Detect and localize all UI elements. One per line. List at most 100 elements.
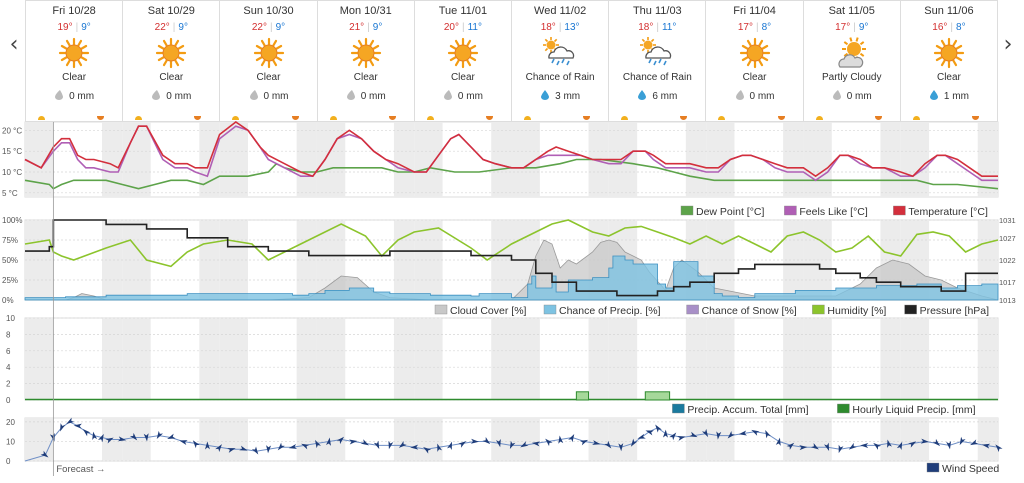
day-precip: 6 mm <box>609 89 705 103</box>
night-shade <box>783 220 804 300</box>
wind-direction-arrow <box>738 430 747 436</box>
day-precip: 0 mm <box>804 89 900 103</box>
wind-direction-arrow <box>239 445 248 451</box>
night-shade <box>102 122 123 197</box>
night-shade <box>685 122 707 197</box>
low-temp: 13° <box>564 22 580 33</box>
day-date: Sat 10/29 <box>147 5 195 17</box>
day-cell[interactable]: Tue 11/01 20° | 11° Clear 0 mm <box>413 1 511 121</box>
rain-icon <box>512 36 608 70</box>
humidity-panel-background <box>24 219 999 301</box>
night-shade <box>880 122 901 197</box>
y-tick-label: 20 °C <box>2 126 22 135</box>
night-shade <box>491 418 512 461</box>
wind-direction-arrow <box>349 439 358 445</box>
legend-swatch <box>672 403 685 414</box>
wind-direction-arrow <box>60 423 66 432</box>
y-tick-label: 15 °C <box>2 147 22 156</box>
night-shade <box>588 418 609 461</box>
wind-direction-arrow <box>860 442 869 448</box>
day-condition: Partly Cloudy <box>821 72 882 83</box>
day-cell[interactable]: Fri 11/04 17° | 8° Clear 0 mm <box>705 1 802 121</box>
wind-direction-arrow <box>326 437 331 446</box>
wind-direction-arrow <box>604 440 612 449</box>
night-shade <box>511 318 540 400</box>
day-temps: 20° | 11° <box>443 22 482 33</box>
day-cell[interactable]: Mon 10/31 21° | 9° Clear 0 mm <box>316 1 414 121</box>
y-tick-label: 10 <box>6 437 15 446</box>
day-precip: 0 mm <box>220 89 316 103</box>
legend-swatch <box>812 304 825 315</box>
day-cell[interactable]: Sun 10/30 22° | 9° Clear 0 mm <box>219 1 316 121</box>
day-precip: 0 mm <box>415 89 511 103</box>
night-shade <box>608 318 638 400</box>
day-temps: 17° | 9° <box>835 22 869 33</box>
wind-direction-arrow <box>981 443 991 449</box>
night-shade <box>393 220 415 300</box>
no-rain-drop-icon <box>151 89 166 103</box>
sunrise-sunset-icon <box>26 114 122 120</box>
precip-amount: 6 mm <box>652 90 678 102</box>
night-shade <box>706 418 735 461</box>
precip-amount: 0 mm <box>457 90 483 102</box>
legend-label: Dew Point [°C] <box>696 206 764 218</box>
daily-forecast-strip: Fri 10/28 19° | 9° Clear 0 mm Sat 10/29 22… <box>25 0 999 122</box>
legend-swatch <box>543 304 557 315</box>
wind-direction-arrow <box>630 438 638 447</box>
day-precip: 0 mm <box>26 89 122 103</box>
night-shade <box>900 122 930 197</box>
precip-amount: 1 mm <box>943 90 969 102</box>
wind-direction-arrow <box>568 434 575 443</box>
day-precip: 1 mm <box>901 89 997 103</box>
next-arrow-icon[interactable]: › <box>1003 32 1013 57</box>
night-shade <box>219 220 248 300</box>
y-tick-label: 20 <box>6 418 15 427</box>
day-cell[interactable]: Thu 11/03 18° | 11° Chance of Rain 6 mm <box>608 1 705 121</box>
day-cell[interactable]: Sun 11/06 16° | 8° Clear 1 mm <box>899 1 999 121</box>
precip-amount: 0 mm <box>846 90 872 102</box>
wind-direction-arrow <box>637 433 646 439</box>
day-cell[interactable]: Wed 11/02 18° | 13° Chance of Rain 3 mm <box>511 1 608 121</box>
sunrise-sunset-icon <box>318 114 414 120</box>
legend-label: Cloud Cover [%] <box>450 305 527 317</box>
day-cell[interactable]: Sat 10/29 22° | 9° Clear 0 mm <box>122 1 219 121</box>
y-tick-label: 75% <box>2 236 18 245</box>
night-shade <box>511 220 540 300</box>
wind-direction-arrow <box>437 443 443 452</box>
night-shade <box>588 220 609 300</box>
sunrise-sunset-icon <box>706 114 802 120</box>
wind-direction-arrow <box>315 439 321 449</box>
wind-direction-arrow <box>277 442 285 451</box>
pressure-line <box>25 219 998 297</box>
night-shade <box>977 318 998 400</box>
night-shade <box>122 122 151 197</box>
y-tick-label: 25% <box>2 276 18 285</box>
night-shade <box>219 122 248 197</box>
night-shade <box>491 220 512 300</box>
wind-direction-arrow <box>775 437 781 446</box>
night-shade <box>783 418 804 461</box>
low-temp: 11° <box>467 22 482 33</box>
wind-direction-arrow <box>227 448 236 453</box>
precip-amount: 3 mm <box>555 90 581 102</box>
wind-direction-arrow <box>49 432 55 442</box>
precip-amount: 0 mm <box>360 90 386 102</box>
precip-chance-area <box>24 255 999 301</box>
forecast-label: Forecast → <box>56 464 105 475</box>
hourly-precip-bar <box>644 391 671 401</box>
night-shade <box>511 122 540 197</box>
prev-arrow-icon[interactable]: ‹ <box>9 32 19 57</box>
night-shade <box>25 318 54 400</box>
night-shade <box>122 418 151 461</box>
sunrise-sunset-icon <box>123 114 219 120</box>
night-shade <box>900 418 930 461</box>
wind-direction-arrow <box>579 439 589 446</box>
day-cell[interactable]: Sat 11/05 17° | 9° Partly Cloudy 0 mm <box>802 1 900 121</box>
wind-direction-arrow <box>810 443 819 450</box>
rain-drop-icon <box>637 89 652 103</box>
night-shade <box>803 318 832 400</box>
panel-frame <box>24 219 999 301</box>
day-cell[interactable]: Fri 10/28 19° | 9° Clear 0 mm <box>25 1 122 121</box>
day-condition: Clear <box>450 72 475 83</box>
night-shade <box>977 418 998 461</box>
